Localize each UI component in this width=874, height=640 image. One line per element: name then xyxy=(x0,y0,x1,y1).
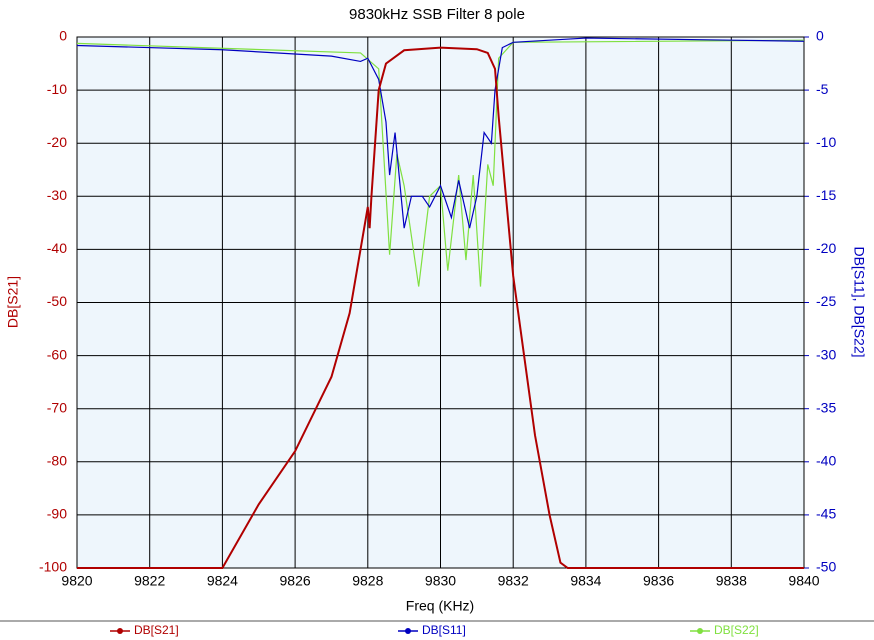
y2-tick-label: -25 xyxy=(816,293,836,309)
y-tick-label: 0 xyxy=(59,28,67,44)
y-tick-label: -60 xyxy=(47,346,67,362)
x-tick-label: 9838 xyxy=(716,573,747,589)
y2-tick-label: -40 xyxy=(816,453,836,469)
series-line xyxy=(76,39,805,287)
legend-marker xyxy=(697,628,703,634)
legend-label: DB[S22] xyxy=(714,623,759,637)
x-tick-label: 9824 xyxy=(207,573,238,589)
legend-marker xyxy=(117,628,123,634)
y-axis-label: DB[S21] xyxy=(5,276,21,328)
y2-tick-label: -45 xyxy=(816,506,836,522)
y-tick-label: -30 xyxy=(47,187,67,203)
x-tick-label: 9834 xyxy=(570,573,601,589)
y2-tick-label: -15 xyxy=(816,187,836,203)
plot-border xyxy=(76,36,805,569)
series-line xyxy=(77,46,804,569)
legend-marker xyxy=(405,628,411,634)
x-tick-label: 9832 xyxy=(498,573,529,589)
x-tick-label: 9840 xyxy=(788,573,819,589)
y-tick-label: -90 xyxy=(47,506,67,522)
y2-tick-label: -35 xyxy=(816,399,836,415)
y2-tick-label: -20 xyxy=(816,240,836,256)
y2-tick-label: 0 xyxy=(816,28,824,44)
y2-tick-label: -5 xyxy=(816,81,829,97)
y2-tick-label: -10 xyxy=(816,134,836,150)
y2-tick-label: -30 xyxy=(816,346,836,362)
x-tick-label: 9836 xyxy=(643,573,674,589)
legend-label: DB[S21] xyxy=(134,623,179,637)
y-tick-label: -50 xyxy=(47,293,67,309)
x-tick-label: 9826 xyxy=(280,573,311,589)
x-tick-label: 9828 xyxy=(352,573,383,589)
y-tick-label: -40 xyxy=(47,240,67,256)
y2-axis-label: DB[S11], DB[S22] xyxy=(851,246,867,357)
y2-tick-label: -50 xyxy=(816,559,836,575)
y-tick-label: -70 xyxy=(47,399,67,415)
x-tick-label: 9830 xyxy=(425,573,456,589)
x-tick-label: 9822 xyxy=(134,573,165,589)
y-tick-label: -20 xyxy=(47,134,67,150)
x-axis-label: Freq (KHz) xyxy=(406,598,474,614)
y-tick-label: -80 xyxy=(47,453,67,469)
x-tick-label: 9820 xyxy=(61,573,92,589)
y-tick-label: -10 xyxy=(47,81,67,97)
series-line xyxy=(76,37,805,229)
legend-label: DB[S11] xyxy=(422,623,466,637)
chart-title: 9830kHz SSB Filter 8 pole xyxy=(349,6,525,23)
y-tick-label: -100 xyxy=(39,559,67,575)
